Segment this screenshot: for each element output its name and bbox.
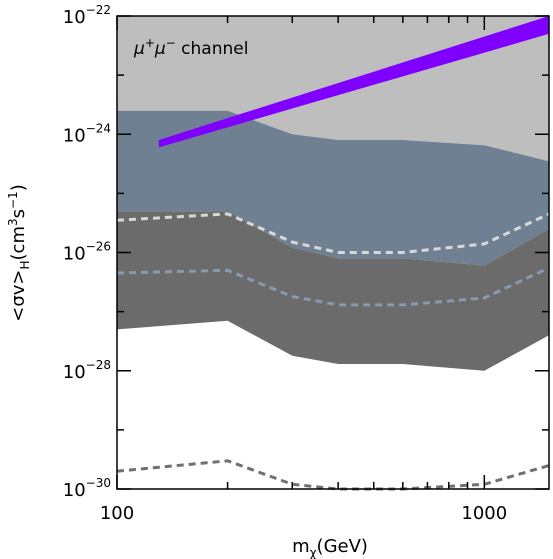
y-tick-label: 10−30 — [63, 476, 111, 501]
y-tick-label: 10−22 — [63, 3, 111, 28]
plot-content — [117, 16, 549, 489]
x-tick-label: 100 — [100, 503, 134, 524]
y-axis-label: <σv>H(cm3s−1) — [6, 184, 32, 321]
y-tick-label: 10−26 — [63, 240, 111, 265]
y-tick-label: 10−28 — [63, 358, 111, 383]
x-tick-label: 1000 — [461, 503, 507, 524]
x-axis-label: mχ(GeV) — [292, 536, 368, 559]
y-tick-label: 10−24 — [63, 121, 111, 146]
